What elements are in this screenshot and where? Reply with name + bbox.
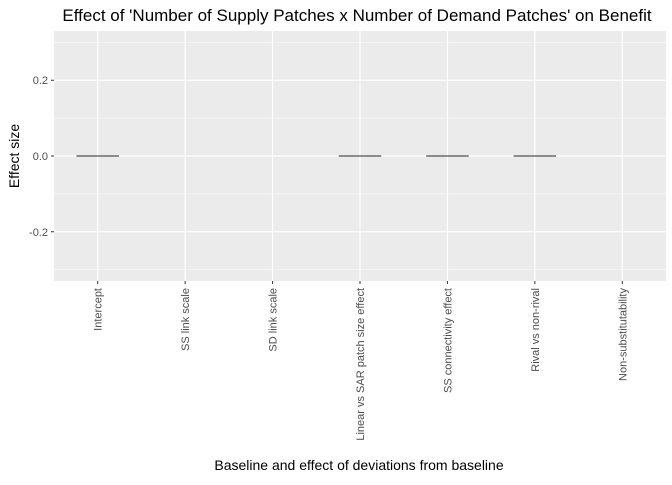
chart-title: Effect of 'Number of Supply Patches x Nu… — [62, 6, 651, 25]
x-tick-label-1: SS link scale — [180, 288, 192, 351]
x-tick-label-0: Intercept — [93, 288, 105, 331]
bar-4 — [426, 155, 469, 157]
y-tick-label-1: 0.0 — [33, 151, 48, 163]
bar-3 — [338, 155, 382, 157]
bar-0 — [76, 155, 119, 157]
bar-5 — [513, 155, 557, 157]
x-tick-label-3: Linear vs SAR patch size effect — [355, 288, 367, 441]
y-tick-label-0: -0.2 — [29, 227, 48, 239]
x-axis-ticks: Intercept SS link scale SD link scale Linea… — [93, 281, 629, 441]
y-axis-ticks: -0.2 0.0 0.2 — [29, 75, 54, 239]
y-axis-title: Effect size — [6, 124, 22, 189]
x-axis-title: Baseline and effect of deviations from b… — [214, 457, 503, 473]
x-tick-label-6: Non-substitutability — [617, 288, 629, 381]
x-tick-label-2: SD link scale — [268, 288, 280, 352]
y-tick-label-2: 0.2 — [33, 75, 48, 87]
bars — [76, 155, 557, 157]
x-tick-label-5: Rival vs non-rival — [530, 288, 542, 372]
x-tick-label-4: SS connectivity effect — [442, 288, 454, 393]
